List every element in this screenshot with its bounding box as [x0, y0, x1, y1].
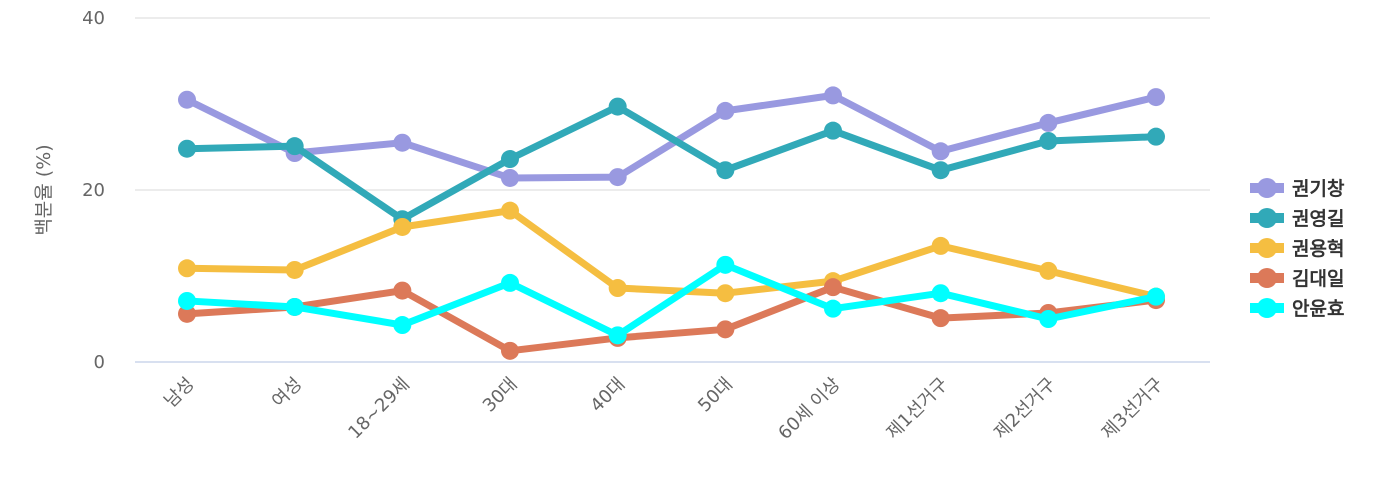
series-line [185, 91, 1157, 182]
data-point[interactable] [393, 316, 412, 335]
x-axis-ticks: 남성 여성 18~29세 30대 40대 50대 60세 이상 제1선거구 제2선거구 제3선거구 [160, 374, 1167, 444]
data-point[interactable] [1039, 113, 1058, 132]
data-point[interactable] [501, 201, 519, 220]
series-3 [178, 201, 1165, 306]
x-tick-label: 제2선거구 [990, 374, 1060, 444]
legend-item[interactable]: 권기창 [1250, 178, 1345, 200]
data-point[interactable] [931, 161, 950, 180]
data-point[interactable] [501, 341, 519, 360]
data-point[interactable] [1039, 131, 1058, 150]
legend-marker [1257, 208, 1277, 228]
x-tick-label: 제3선거구 [1098, 374, 1168, 444]
data-point[interactable] [285, 297, 304, 316]
x-tick-label: 여성 [268, 374, 306, 412]
data-point[interactable] [608, 97, 627, 116]
legend-label: 권용혁 [1292, 238, 1344, 260]
legend-marker [1257, 178, 1277, 198]
data-point[interactable] [824, 86, 842, 105]
legend-item[interactable]: 권용혁 [1250, 238, 1344, 260]
data-point[interactable] [1147, 287, 1165, 306]
data-point[interactable] [178, 291, 196, 310]
x-tick-label: 18~29세 [344, 374, 414, 444]
data-point[interactable] [716, 284, 735, 303]
series-2 [178, 97, 1165, 229]
data-point[interactable] [393, 217, 412, 236]
y-axis-label: 백분율 (%) [33, 144, 55, 235]
data-point[interactable] [501, 150, 519, 169]
legend-label: 김대일 [1292, 268, 1344, 290]
series-5 [178, 255, 1165, 345]
legend-item[interactable]: 안윤효 [1250, 298, 1344, 320]
legend-marker [1257, 238, 1277, 258]
data-point[interactable] [285, 260, 304, 279]
legend-label: 권기창 [1292, 178, 1345, 200]
data-point[interactable] [824, 299, 842, 318]
data-point[interactable] [393, 281, 412, 300]
x-tick-label: 제1선거구 [882, 374, 952, 444]
series-line [186, 283, 1157, 355]
data-point[interactable] [716, 101, 735, 120]
x-tick-label: 40대 [586, 374, 629, 417]
data-point[interactable] [716, 320, 735, 339]
y-axis-ticks: 0 20 40 [82, 8, 105, 373]
data-point[interactable] [931, 236, 950, 255]
data-point[interactable] [178, 259, 196, 278]
legend-marker [1257, 268, 1277, 288]
data-point[interactable] [716, 255, 735, 274]
legend-item[interactable]: 권영길 [1250, 208, 1344, 230]
data-point[interactable] [608, 326, 627, 345]
y-tick-label: 20 [82, 180, 105, 201]
data-point[interactable] [1147, 127, 1165, 146]
data-point[interactable] [501, 168, 519, 187]
data-point[interactable] [608, 279, 627, 298]
x-tick-label: 60세 이상 [774, 374, 844, 444]
data-point[interactable] [824, 121, 842, 140]
data-point[interactable] [608, 168, 627, 187]
series-line [186, 261, 1157, 339]
data-point[interactable] [824, 278, 842, 297]
data-point[interactable] [178, 90, 196, 109]
series-line [186, 207, 1157, 301]
data-point[interactable] [1039, 310, 1058, 328]
data-point[interactable] [501, 273, 519, 292]
data-point[interactable] [931, 284, 950, 303]
data-point[interactable] [931, 309, 950, 328]
legend-item[interactable]: 김대일 [1250, 268, 1344, 290]
x-tick-label: 30대 [479, 374, 522, 417]
y-tick-label: 0 [94, 352, 105, 373]
grid-lines [135, 17, 1210, 363]
data-point[interactable] [1039, 261, 1058, 280]
series-line [186, 103, 1157, 223]
series-1 [178, 86, 1165, 187]
data-point[interactable] [1147, 88, 1165, 107]
y-tick-label: 40 [82, 8, 105, 29]
data-point[interactable] [178, 139, 196, 158]
legend-marker [1257, 298, 1277, 318]
data-point[interactable] [931, 142, 950, 161]
legend-label: 안윤효 [1292, 298, 1344, 320]
series-lines [178, 86, 1165, 360]
data-point[interactable] [716, 161, 735, 180]
data-point[interactable] [393, 133, 412, 152]
data-point[interactable] [285, 137, 304, 156]
legend-label: 권영길 [1292, 208, 1344, 230]
x-tick-label: 남성 [160, 374, 198, 412]
x-tick-label: 50대 [694, 374, 737, 417]
data-point[interactable] [178, 304, 196, 323]
